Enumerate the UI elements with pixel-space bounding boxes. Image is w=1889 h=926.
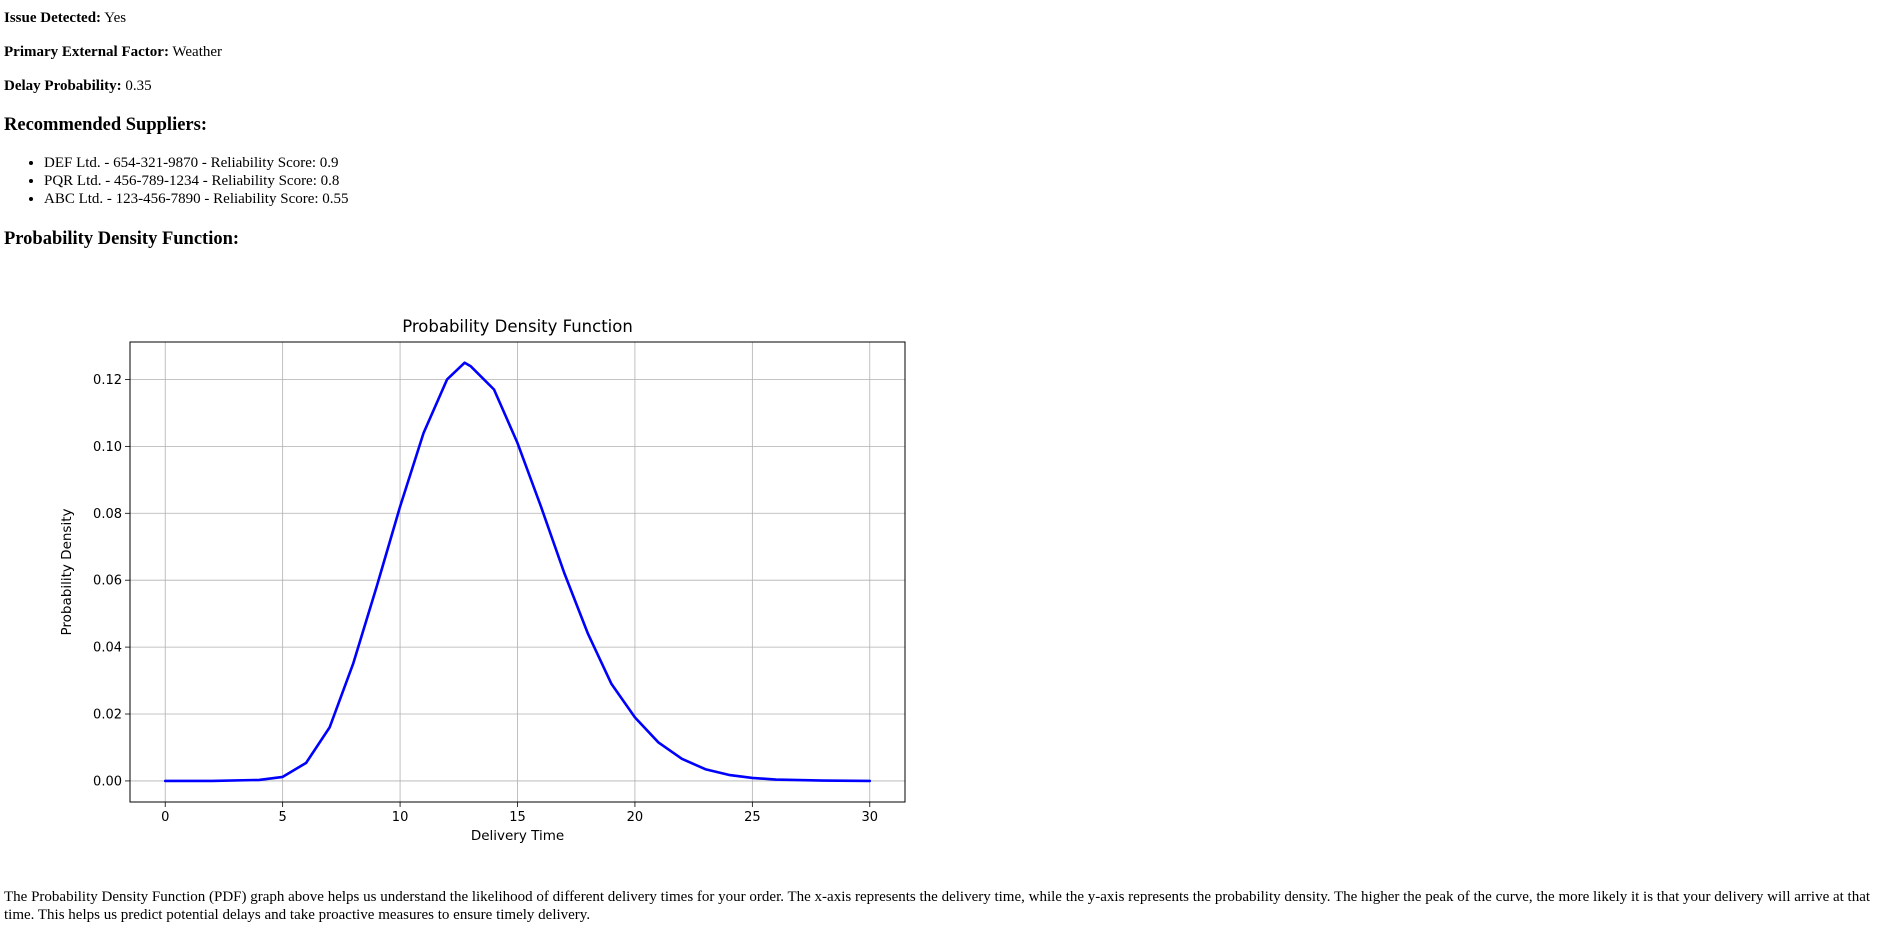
x-tick-label: 10 [392,810,409,825]
y-tick-label: 0.12 [93,373,122,388]
x-tick-label: 15 [509,810,526,825]
x-tick-label: 0 [161,810,169,825]
y-tick-label: 0.08 [93,507,122,522]
x-tick-label: 20 [627,810,644,825]
x-tick-label: 5 [279,810,287,825]
delay-probability-field: Delay Probability: 0.35 [4,77,152,95]
x-tick-label: 25 [744,810,761,825]
y-tick-label: 0.02 [93,708,122,723]
pdf-chart: 0 5 10 15 20 25 30 0.00 0.02 0.04 0.06 0.08 0.10 0.12… [55,305,925,855]
delay-probability-value: 0.35 [125,78,152,94]
x-tick-label: 30 [861,810,878,825]
supplier-list: DEF Ltd. - 654-321-9870 - Reliability Sc… [0,154,349,208]
list-item: DEF Ltd. - 654-321-9870 - Reliability Sc… [44,154,349,172]
issue-detected-field: Issue Detected: Yes [4,9,126,27]
pdf-description: The Probability Density Function (PDF) g… [4,889,1871,923]
list-item: ABC Ltd. - 123-456-7890 - Reliability Sc… [44,190,349,208]
y-axis-label: Probability Density [59,509,75,636]
pdf-heading: Probability Density Function: [4,229,240,249]
delay-probability-label: Delay Probability: [4,78,122,94]
y-tick-label: 0.10 [93,440,122,455]
y-tick-label: 0.06 [93,574,122,589]
recommended-suppliers-heading: Recommended Suppliers: [4,115,207,135]
issue-detected-label: Issue Detected: [4,10,102,26]
y-tick-label: 0.00 [93,774,122,789]
external-factor-label: Primary External Factor: [4,44,169,60]
external-factor-field: Primary External Factor: Weather [4,43,222,61]
x-axis-label: Delivery Time [471,828,564,844]
list-item: PQR Ltd. - 456-789-1234 - Reliability Sc… [44,172,349,190]
external-factor-value: Weather [172,44,223,60]
issue-detected-value: Yes [104,10,127,26]
pdf-curve [163,361,872,783]
y-tick-label: 0.04 [93,641,122,656]
plot-frame [129,341,906,803]
chart-title: Probability Density Function [402,317,633,336]
